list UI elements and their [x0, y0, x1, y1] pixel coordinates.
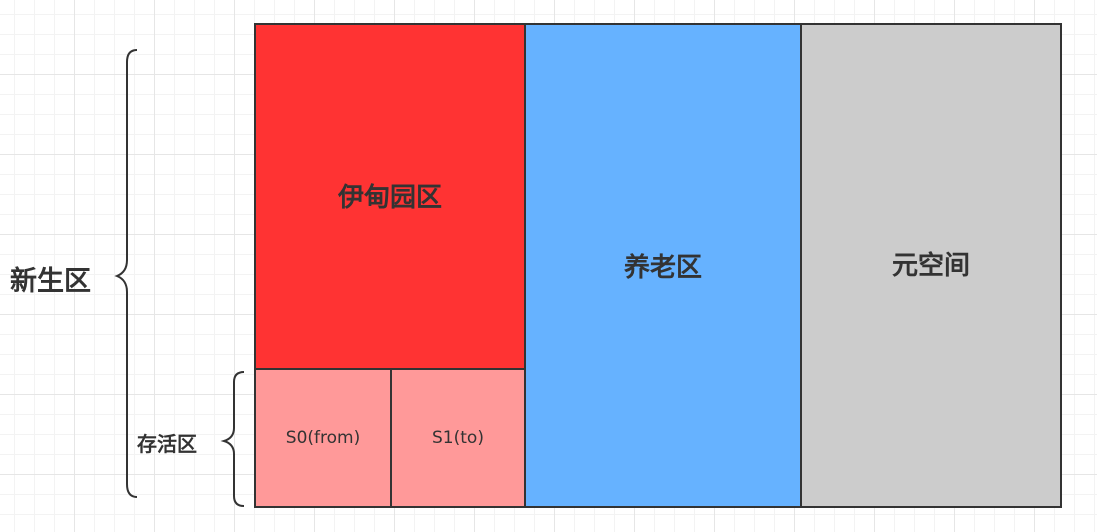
- survivor-s0-label: S0(from): [286, 428, 360, 448]
- metaspace-block: 元空间: [800, 23, 1062, 508]
- survivor-space-brace: [0, 0, 1, 1]
- eden-space-label: 伊甸园区: [338, 177, 442, 214]
- eden-space-block: 伊甸园区: [254, 23, 526, 370]
- survivor-s0-block: S0(from): [254, 368, 392, 508]
- survivor-space-label: 存活区: [137, 428, 197, 457]
- old-generation-label: 养老区: [624, 247, 702, 284]
- survivor-s1-label: S1(to): [432, 428, 484, 448]
- young-generation-label: 新生区: [10, 259, 91, 298]
- metaspace-label: 元空间: [892, 245, 970, 282]
- survivor-s1-block: S1(to): [390, 368, 526, 508]
- old-generation-block: 养老区: [524, 23, 802, 508]
